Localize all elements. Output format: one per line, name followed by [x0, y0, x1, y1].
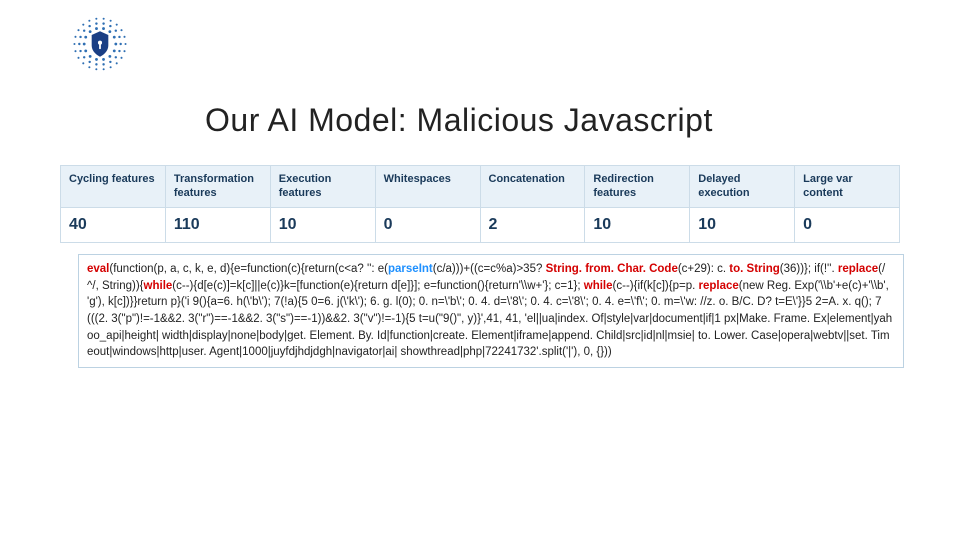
table-header-cell: Large var content — [795, 166, 900, 208]
code-segment: replace — [838, 263, 878, 275]
logo — [68, 12, 132, 76]
page-title: Our AI Model: Malicious Javascript — [205, 102, 713, 139]
table-header-cell: Redirection features — [585, 166, 690, 208]
code-segment: replace — [698, 280, 738, 292]
code-segment: (c--){d[e(c)]=k[c]||e(c)}k=[function(e){… — [172, 280, 583, 292]
code-segment: String. from. Char. Code — [546, 263, 678, 275]
code-segment: (36))}; if(!''. — [780, 263, 838, 275]
code-segment: to. String — [729, 263, 779, 275]
code-segment: while — [144, 280, 173, 292]
table-header-cell: Cycling features — [61, 166, 166, 208]
table-value-cell: 0 — [795, 207, 900, 242]
table-value-cell: 10 — [270, 207, 375, 242]
table-value-cell: 110 — [165, 207, 270, 242]
table-header-cell: Execution features — [270, 166, 375, 208]
code-sample: eval(function(p, a, c, k, e, d){e=functi… — [78, 254, 904, 368]
code-segment: (c--){if(k[c]){p=p. — [613, 280, 699, 292]
table-value-cell: 0 — [375, 207, 480, 242]
table-header-cell: Transformation features — [165, 166, 270, 208]
table-value-row: 40110100210100 — [61, 207, 900, 242]
table-header-cell: Delayed execution — [690, 166, 795, 208]
table-value-cell: 2 — [480, 207, 585, 242]
table-value-cell: 10 — [690, 207, 795, 242]
table-value-cell: 40 — [61, 207, 166, 242]
code-segment: (c/a)))+((c=c%a)>35? — [433, 263, 546, 275]
table-value-cell: 10 — [585, 207, 690, 242]
table-header-row: Cycling featuresTransformation featuresE… — [61, 166, 900, 208]
code-segment: parseInt — [388, 263, 433, 275]
table-header-cell: Whitespaces — [375, 166, 480, 208]
code-segment: (function(p, a, c, k, e, d){e=function(c… — [109, 263, 388, 275]
code-segment: eval — [87, 263, 109, 275]
table-header-cell: Concatenation — [480, 166, 585, 208]
feature-table: Cycling featuresTransformation featuresE… — [60, 165, 900, 243]
code-segment: while — [584, 280, 613, 292]
code-segment: (c+29): c. — [678, 263, 729, 275]
